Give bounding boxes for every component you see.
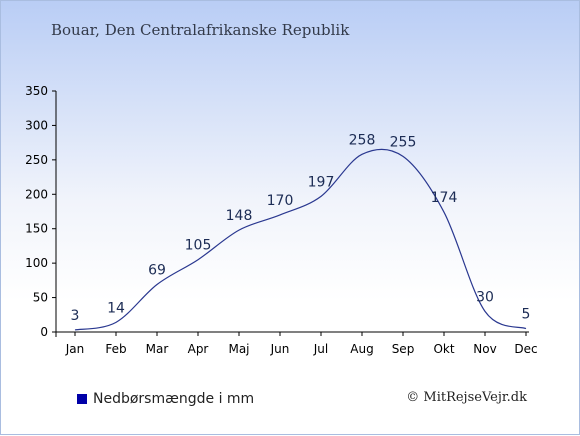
x-tick-label: Apr: [188, 342, 209, 356]
x-tick-label: Mar: [146, 342, 169, 356]
data-label: 30: [476, 289, 494, 305]
y-tick-label: 50: [33, 291, 48, 305]
series-line: [74, 148, 527, 331]
data-label: 14: [107, 300, 125, 316]
x-tick-label: Jul: [313, 342, 328, 356]
data-label: 105: [185, 238, 212, 254]
data-label: 255: [390, 134, 417, 150]
y-tick-label: 200: [25, 187, 48, 201]
data-label: 170: [267, 193, 294, 209]
x-tick-label: Okt: [433, 342, 454, 356]
data-label: 5: [522, 307, 531, 323]
y-tick-label: 100: [25, 256, 48, 270]
x-tick-label: Jun: [270, 342, 290, 356]
y-tick-label: 350: [25, 84, 48, 98]
x-tick-label: Feb: [105, 342, 126, 356]
legend: Nedbørsmængde i mm: [77, 391, 254, 407]
legend-swatch: [77, 394, 87, 404]
data-label: 197: [308, 174, 335, 190]
x-tick-label: Maj: [228, 342, 249, 356]
y-tick-label: 300: [25, 118, 48, 132]
data-label: 3: [71, 308, 80, 324]
copyright-credit: © MitRejseVejr.dk: [406, 390, 527, 405]
data-label: 258: [349, 132, 376, 148]
data-label: 174: [431, 190, 458, 206]
data-label: 69: [148, 262, 166, 278]
x-tick-label: Sep: [392, 342, 415, 356]
y-tick-label: 250: [25, 153, 48, 167]
chart-title: Bouar, Den Centralafrikanske Republik: [51, 21, 350, 39]
x-tick-label: Nov: [473, 342, 496, 356]
x-tick-label: Dec: [514, 342, 537, 356]
x-tick-label: Aug: [350, 342, 373, 356]
y-tick-label: 0: [40, 325, 48, 339]
legend-label: Nedbørsmængde i mm: [93, 391, 255, 407]
x-tick-label: Jan: [65, 342, 85, 356]
data-label: 148: [226, 208, 253, 224]
y-tick-label: 150: [25, 222, 48, 236]
